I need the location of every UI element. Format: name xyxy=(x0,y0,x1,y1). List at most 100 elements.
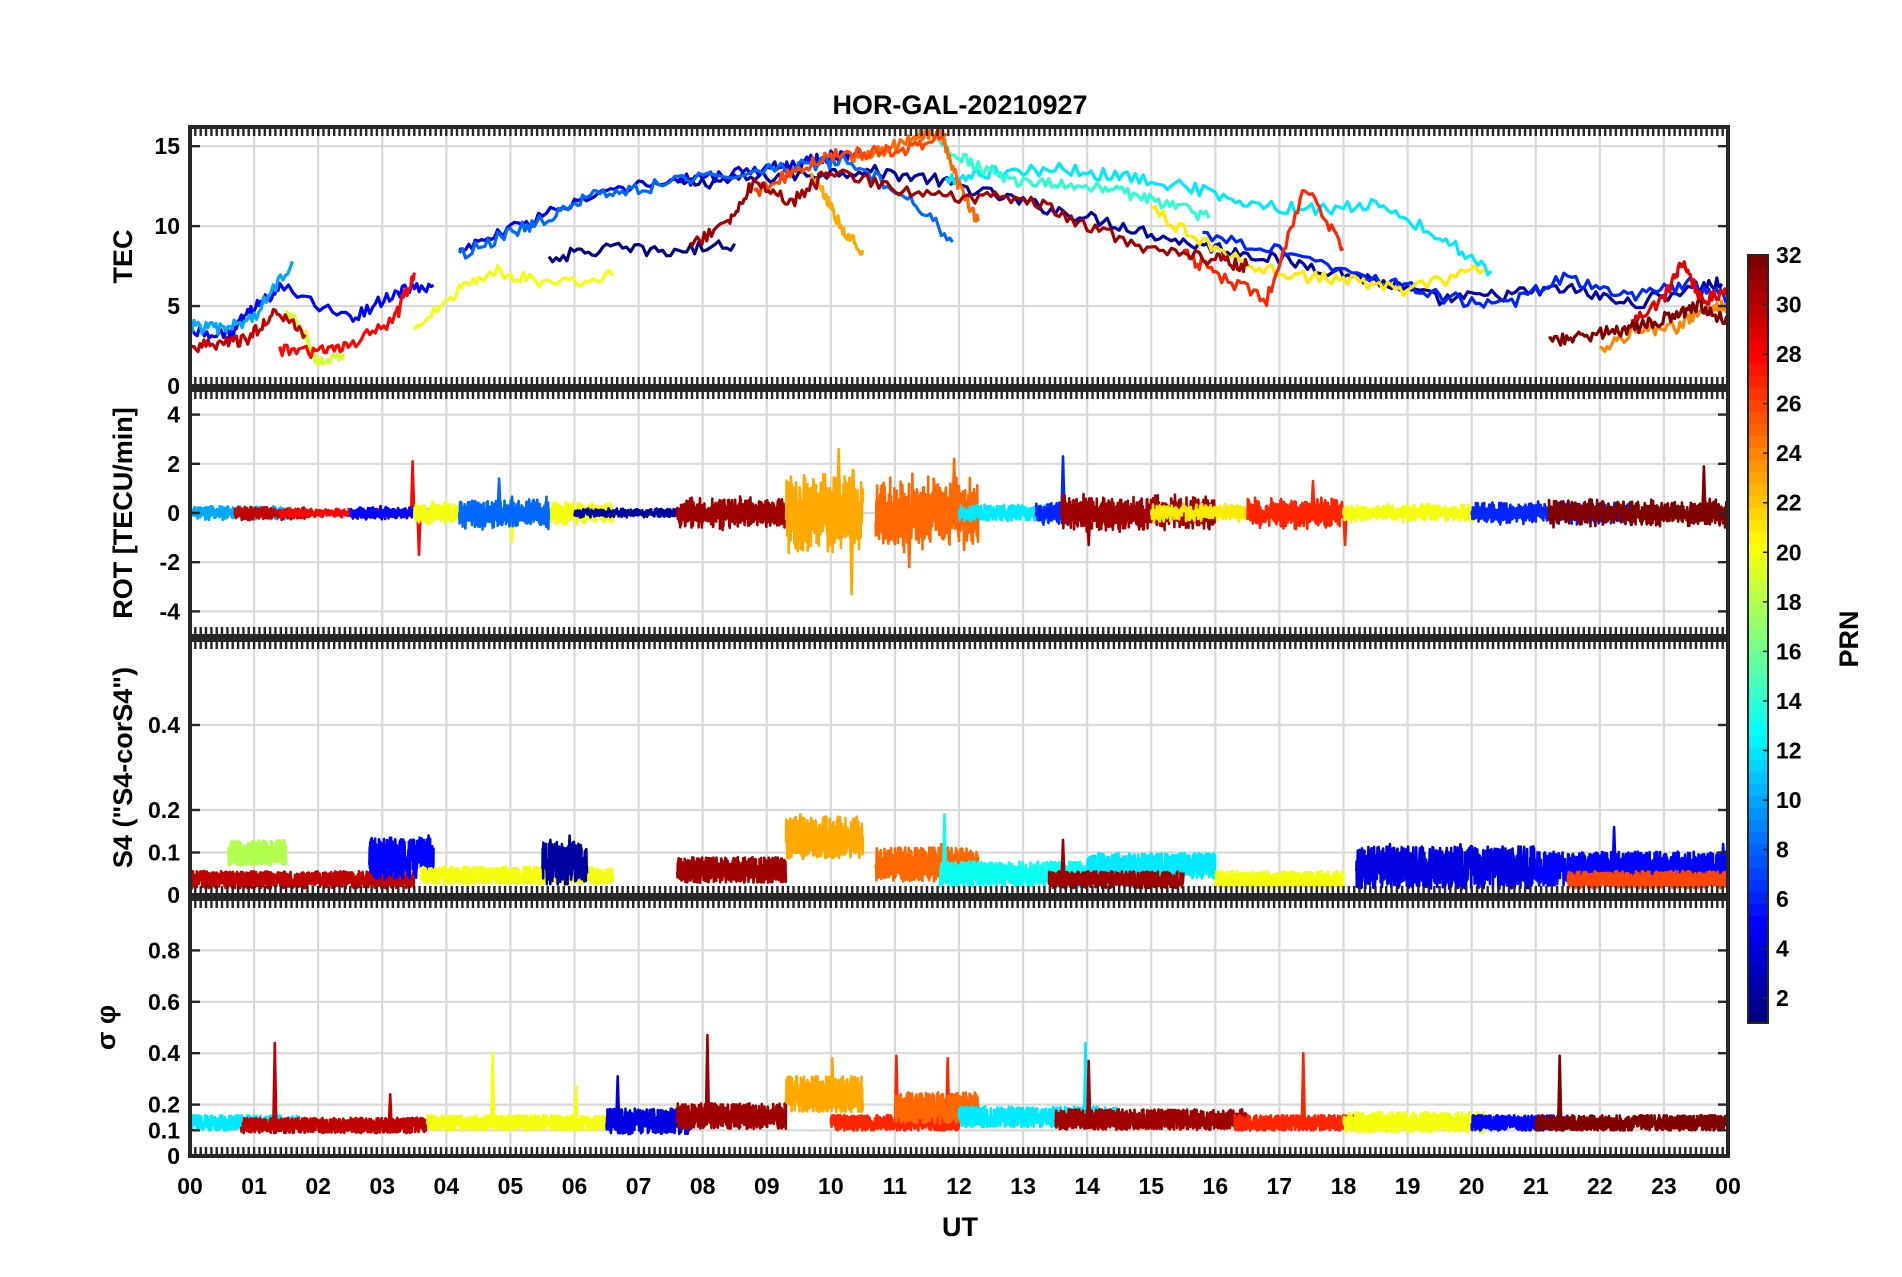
series-prn-31 xyxy=(688,168,1249,274)
x-tick-label: 16 xyxy=(1203,1173,1229,1199)
series-prn-27 xyxy=(1246,479,1348,547)
colorbar-band xyxy=(1748,459,1768,472)
series-prn-31 xyxy=(675,855,788,884)
colorbar-band xyxy=(1748,375,1768,388)
x-tick-label: 01 xyxy=(241,1173,267,1199)
series-prn-10 xyxy=(190,260,295,336)
colorbar-band xyxy=(1748,903,1768,916)
y-tick-label: -2 xyxy=(160,549,180,575)
series-prn-23 xyxy=(784,1057,865,1114)
x-tick-label: 09 xyxy=(754,1173,780,1199)
colorbar-tick-label: 24 xyxy=(1776,440,1802,466)
colorbar-band xyxy=(1748,999,1768,1012)
series-prn-30 xyxy=(240,1041,429,1135)
colorbar-band xyxy=(1748,987,1768,1000)
y-axis-label: S4 ("S4-corS4") xyxy=(108,667,138,868)
series-prn-23 xyxy=(810,172,865,256)
colorbar-band xyxy=(1748,495,1768,508)
colorbar-band xyxy=(1748,867,1768,880)
colorbar-band xyxy=(1748,795,1768,808)
colorbar-band xyxy=(1748,807,1768,820)
series-prn-4 xyxy=(1355,842,1538,890)
y-tick-label: 5 xyxy=(167,293,180,319)
series-prn-31 xyxy=(1047,838,1185,890)
y-tick-label: 0.2 xyxy=(148,797,180,823)
colorbar-band xyxy=(1748,771,1768,784)
x-tick-label: 05 xyxy=(498,1173,524,1199)
colorbar-band xyxy=(1748,471,1768,484)
colorbar-band xyxy=(1748,615,1768,628)
y-tick-label: 10 xyxy=(154,213,180,239)
x-tick-label: 07 xyxy=(626,1173,652,1199)
colorbar-band xyxy=(1748,567,1768,580)
x-minor-ticks xyxy=(188,390,1730,636)
y-tick-label: 4 xyxy=(167,402,180,428)
series-prn-8 xyxy=(457,477,551,531)
colorbar-band xyxy=(1748,447,1768,460)
series-prn-5 xyxy=(1534,825,1728,887)
colorbar-band xyxy=(1748,627,1768,640)
y-tick-label: -4 xyxy=(160,598,181,624)
colorbar-tick-label: 18 xyxy=(1776,589,1802,615)
colorbar-band xyxy=(1748,927,1768,940)
colorbar-tick-label: 26 xyxy=(1776,391,1802,417)
colorbar-band xyxy=(1748,591,1768,604)
y-tick-label: 0.4 xyxy=(148,1040,180,1066)
colorbar-tick-label: 16 xyxy=(1776,638,1802,664)
colorbar-frame xyxy=(1747,254,1769,1024)
x-minor-ticks xyxy=(188,899,1730,1156)
colorbar-band xyxy=(1748,879,1768,892)
x-tick-label: 19 xyxy=(1395,1173,1421,1199)
series-prn-20 xyxy=(1342,502,1486,524)
colorbar-band xyxy=(1748,831,1768,844)
y-tick-label: 0.1 xyxy=(148,840,180,866)
y-axis-label: σ φ xyxy=(91,1005,121,1050)
y-tick-label: 2 xyxy=(167,451,180,477)
y-axis-label: ROT [TECU/min] xyxy=(108,407,138,618)
series-prn-19 xyxy=(284,309,346,367)
colorbar-band xyxy=(1748,387,1768,400)
series-prn-12 xyxy=(944,161,1493,277)
colorbar-tick-label: 14 xyxy=(1776,688,1802,714)
x-axis-label: UT xyxy=(942,1212,978,1242)
y-tick-label: 0 xyxy=(167,1143,180,1169)
panel-ROT: -4 -2 0 2 4 ROT [TECU/min] xyxy=(108,388,1730,638)
x-minor-ticks xyxy=(188,640,1730,895)
colorbar-band xyxy=(1748,843,1768,856)
panel-data xyxy=(190,447,1728,596)
colorbar-band xyxy=(1748,303,1768,316)
colorbar-band xyxy=(1748,351,1768,364)
colorbar-tick-label: 10 xyxy=(1776,787,1802,813)
series-prn-32 xyxy=(1534,1054,1728,1132)
panel-data xyxy=(190,127,1728,367)
colorbar-band xyxy=(1748,723,1768,736)
x-tick-label: 00 xyxy=(177,1173,203,1199)
panel-S4: 0 0.1 0.2 0.4 S4 ("S4-corS4") xyxy=(108,638,1730,908)
series-prn-28 xyxy=(278,272,416,360)
colorbar-band xyxy=(1748,399,1768,412)
colorbar-band xyxy=(1748,675,1768,688)
series-prn-23 xyxy=(784,813,865,861)
x-tick-label: 12 xyxy=(946,1173,972,1199)
colorbar-band xyxy=(1748,603,1768,616)
series-prn-21 xyxy=(1150,502,1249,524)
x-tick-label: 15 xyxy=(1138,1173,1164,1199)
series-prn-26 xyxy=(753,130,948,198)
colorbar-band xyxy=(1748,531,1768,544)
colorbar-band xyxy=(1748,915,1768,928)
y-tick-label: 0.1 xyxy=(148,1117,180,1143)
colorbar-band xyxy=(1748,747,1768,760)
series-prn-31 xyxy=(1054,1059,1249,1132)
y-tick-label: 0 xyxy=(167,500,180,526)
colorbar-band xyxy=(1748,819,1768,832)
series-prn-32 xyxy=(1547,465,1728,529)
series-prn-4 xyxy=(605,1075,692,1136)
colorbar-band xyxy=(1748,327,1768,340)
panel-TEC: 0 5 10 15 TEC xyxy=(108,125,1730,399)
colorbar-band xyxy=(1748,891,1768,904)
series-prn-5 xyxy=(190,281,435,340)
colorbar-tick-label: 8 xyxy=(1776,837,1789,863)
colorbar-band xyxy=(1748,555,1768,568)
